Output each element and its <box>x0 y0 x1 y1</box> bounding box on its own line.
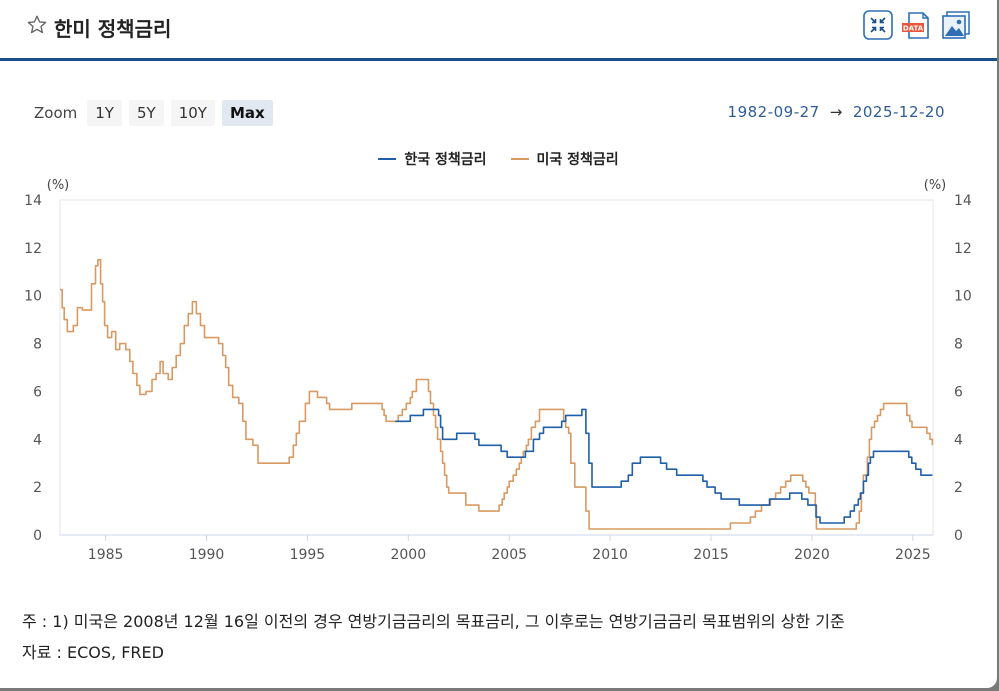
x-tick-label: 1985 <box>88 547 124 563</box>
svg-text:DATA: DATA <box>903 25 924 33</box>
y-tick-label-right: 0 <box>954 528 963 544</box>
zoom-10y-button[interactable]: 10Y <box>170 100 215 126</box>
y-tick-label-left: 12 <box>24 241 42 257</box>
legend-label-us: 미국 정책금리 <box>536 152 619 168</box>
star-icon[interactable] <box>26 14 48 36</box>
x-tick-label: 2020 <box>794 547 830 563</box>
y-tick-label-right: 8 <box>954 337 963 353</box>
y-tick-label-right: 14 <box>954 193 972 209</box>
range-to-input[interactable]: 2025-12-20 <box>852 103 945 121</box>
y-axis-unit-right: (%) <box>924 178 947 193</box>
y-axis-unit-left: (%) <box>47 178 70 193</box>
y-tick-label-right: 6 <box>954 384 963 400</box>
background-strip <box>0 688 999 691</box>
rate-chart: (%) (%) 0 0 2 2 4 4 6 6 8 8 10 10 12 12 14 14 1985 1990 19… <box>24 178 972 563</box>
image-download-icon[interactable] <box>941 10 971 40</box>
plot-frame <box>59 199 934 536</box>
y-tick-label-left: 6 <box>33 384 42 400</box>
y-tick-label-left: 4 <box>33 432 42 448</box>
x-tick-label: 1990 <box>189 547 225 563</box>
legend-item-us[interactable]: 미국 정책금리 <box>510 149 619 169</box>
date-range: 1982-09-27 → 2025-12-20 <box>728 103 945 121</box>
panel-header: 한미 정책금리 DATA <box>0 0 997 61</box>
y-tick-label-right: 10 <box>954 289 972 305</box>
y-tick-label-left: 8 <box>33 337 42 353</box>
axis-ticks: 0 0 2 2 4 4 6 6 8 8 10 10 12 12 14 14 1985 1990 1995 2000 20… <box>24 193 972 563</box>
range-arrow: → <box>829 103 843 121</box>
x-tick-label: 2000 <box>390 547 426 563</box>
x-tick-label: 2025 <box>895 547 931 563</box>
data-download-icon[interactable]: DATA <box>901 10 931 40</box>
y-tick-label-right: 4 <box>954 432 963 448</box>
series-line-korea[interactable] <box>395 408 933 524</box>
x-tick-label: 2010 <box>592 547 628 563</box>
y-tick-label-left: 14 <box>24 193 42 209</box>
range-from-input[interactable]: 1982-09-27 <box>727 103 820 121</box>
y-tick-label-left: 0 <box>33 528 42 544</box>
legend-line-us <box>510 158 529 160</box>
y-tick-label-right: 12 <box>954 241 972 257</box>
source-note: 자료 : ECOS, FRED <box>22 643 164 662</box>
y-tick-label-right: 2 <box>954 480 963 496</box>
zoom-5y-button[interactable]: 5Y <box>128 100 164 126</box>
x-tick-label: 2005 <box>491 547 527 563</box>
chart-grid <box>59 199 934 536</box>
y-tick-label-left: 2 <box>33 480 42 496</box>
page-title: 한미 정책금리 <box>54 17 172 41</box>
zoom-label: Zoom <box>34 104 78 122</box>
series-lines <box>60 259 934 530</box>
footnote: 주 : 1) 미국은 2008년 12월 16일 이전의 경우 연방기금금리의 … <box>22 612 845 631</box>
chart-legend: 한국 정책금리 미국 정책금리 <box>0 149 997 169</box>
y-tick-label-left: 10 <box>24 289 42 305</box>
legend-line-korea <box>378 158 397 160</box>
series-line-us[interactable] <box>60 259 934 530</box>
x-tick-label: 2015 <box>693 547 729 563</box>
zoom-max-button[interactable]: Max <box>221 100 273 126</box>
collapse-icon[interactable] <box>863 10 893 40</box>
zoom-1y-button[interactable]: 1Y <box>87 100 122 126</box>
legend-item-korea[interactable]: 한국 정책금리 <box>378 149 487 169</box>
legend-label-korea: 한국 정책금리 <box>404 152 487 168</box>
x-tick-label: 1995 <box>290 547 326 563</box>
zoom-controls: Zoom 1Y 5Y 10Y Max <box>34 100 280 126</box>
